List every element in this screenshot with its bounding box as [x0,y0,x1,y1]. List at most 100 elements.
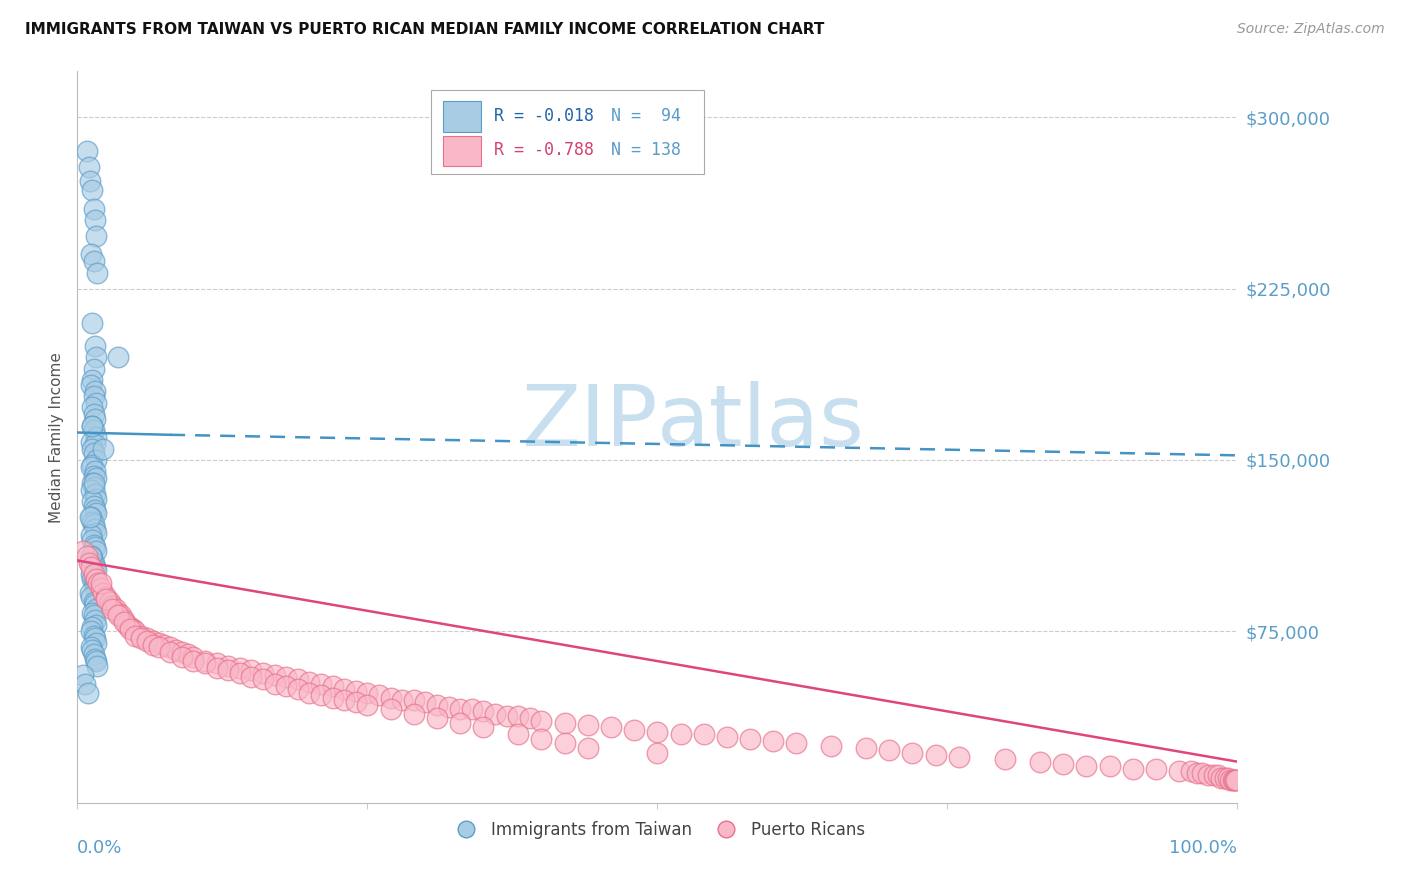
Point [83,579,105,593]
Point [1076,759,1098,773]
Point [80,247,103,261]
Point [82,316,104,330]
Point [1029,755,1052,769]
Point [426,698,449,712]
Point [402,693,425,707]
Point [762,734,785,748]
Point [83,446,105,460]
Point [426,711,449,725]
Point [110,608,132,623]
Point [472,705,495,719]
Point [785,736,807,750]
Point [1223,772,1246,787]
Point [693,727,716,741]
Point [83,567,105,582]
Point [183,649,205,664]
Point [83,608,105,623]
Point [90,581,111,595]
Point [83,475,105,490]
Point [472,720,495,734]
Point [80,640,103,655]
Point [82,551,104,566]
Point [80,549,103,563]
Point [112,615,135,630]
Point [82,572,104,586]
Point [83,338,105,352]
Point [84,636,107,650]
Text: atlas: atlas [658,381,865,464]
Point [321,679,344,693]
Point [994,752,1017,766]
Point [449,715,471,730]
Point [716,730,738,744]
Point [380,690,402,705]
Point [82,373,104,387]
Point [84,583,107,598]
Point [80,377,103,392]
Point [461,702,484,716]
Point [84,654,107,668]
Point [83,423,105,437]
Point [124,629,146,643]
Point [83,411,105,425]
Point [83,594,105,608]
Point [80,549,103,563]
Point [176,647,198,661]
Point [1185,766,1208,780]
Point [84,453,107,467]
Point [82,620,104,634]
Y-axis label: Median Family Income: Median Family Income [49,351,65,523]
Point [82,494,104,508]
Point [274,670,298,684]
Point [83,202,105,216]
Point [76,686,98,700]
Point [107,608,129,623]
Point [90,576,111,591]
Text: Source: ZipAtlas.com: Source: ZipAtlas.com [1237,22,1385,37]
Point [142,633,165,648]
Point [82,515,104,529]
Point [148,636,170,650]
Point [83,487,105,501]
Point [82,442,104,456]
Point [740,731,762,746]
Point [1223,772,1246,787]
Point [118,622,141,636]
Point [84,491,107,506]
Point [647,725,669,739]
Point [77,556,100,570]
Point [356,698,378,712]
Point [84,471,107,485]
Point [948,750,970,764]
Point [321,690,344,705]
Point [205,661,228,675]
Point [165,642,187,657]
Point [83,480,105,494]
Point [263,677,285,691]
Point [287,681,309,696]
Point [495,709,517,723]
Point [1122,762,1144,776]
Point [79,585,101,599]
Point [80,560,103,574]
Point [135,633,157,648]
Point [124,624,146,639]
Point [159,645,181,659]
Point [129,629,152,643]
Point [83,540,105,554]
Point [274,679,298,693]
Point [309,689,332,703]
Point [263,667,285,681]
Point [855,740,877,755]
Point [380,702,402,716]
Point [1219,772,1241,787]
Point [194,654,217,668]
Point [83,652,105,666]
Point [600,720,623,734]
Point [344,695,367,709]
Point [506,709,529,723]
Point [576,718,599,732]
Point [287,673,309,687]
Point [170,645,193,659]
Point [298,686,321,700]
